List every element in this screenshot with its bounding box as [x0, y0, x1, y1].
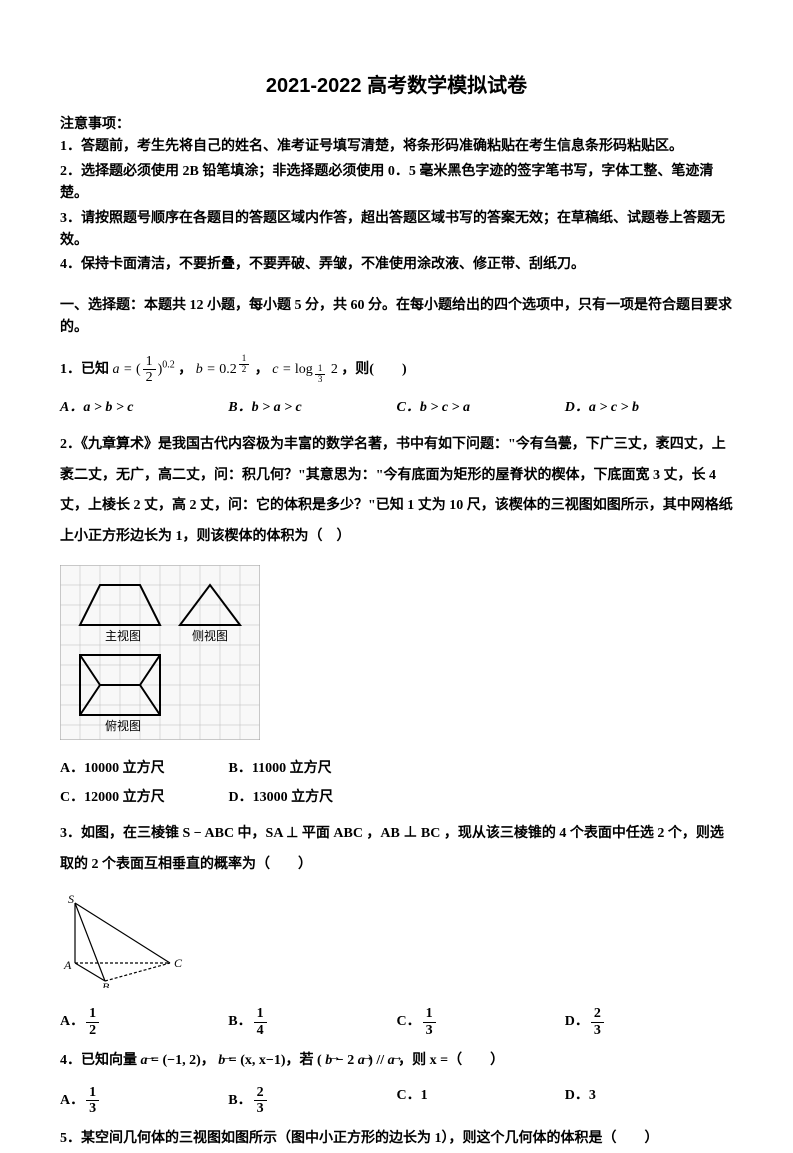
instruction-item: 2．选择题必须使用 2B 铅笔填涂；非选择题必须使用 0．5 毫米黑色字迹的签字…: [60, 161, 733, 206]
q3-options: A．12 B．14 C．13 D．23: [60, 1006, 733, 1038]
instructions-block: 注意事项： 1．答题前，考生先将自己的姓名、准考证号填写清楚，将条形码准确粘贴在…: [60, 114, 733, 277]
vertex-s: S: [68, 893, 74, 906]
question-3: 3．如图，在三棱锥 S − ABC 中，SA ⊥ 平面 ABC ，AB ⊥ BC…: [60, 819, 733, 881]
q4-option-a: A．13: [60, 1085, 228, 1117]
q1-option-c: C．b > c > a: [397, 397, 565, 419]
q2-option-a: A．10000 立方尺: [60, 758, 225, 780]
instruction-item: 4．保持卡面清洁，不要折叠，不要弄破、弄皱，不准使用涂改液、修正带、刮纸刀。: [60, 254, 733, 276]
q2-option-d: D．13000 立方尺: [229, 787, 394, 809]
q3-option-c: C．13: [397, 1006, 565, 1038]
front-view-label: 主视图: [105, 628, 141, 643]
q4-options: A．13 B．23 C．1 D．3: [60, 1085, 733, 1117]
question-2: 2．《九章算术》是我国古代内容极为丰富的数学名著，书中有如下问题："今有刍甍，下…: [60, 430, 733, 553]
section-header: 一、选择题：本题共 12 小题，每小题 5 分，共 60 分。在每小题给出的四个…: [60, 295, 733, 340]
q3-option-a: A．12: [60, 1006, 228, 1038]
side-view-label: 侧视图: [192, 628, 228, 643]
three-view-diagram: 主视图 侧视图 俯视图: [60, 565, 260, 740]
q1-option-d: D．a > c > b: [565, 397, 733, 419]
q2-options: A．10000 立方尺 B．11000 立方尺 C．12000 立方尺 D．13…: [60, 758, 733, 809]
tetrahedron-diagram: S A B C: [60, 893, 190, 988]
instruction-item: 3．请按照题号顺序在各题目的答题区域内作答，超出答题区域书写的答案无效；在草稿纸…: [60, 208, 733, 253]
q1-option-a: A．a > b > c: [60, 397, 228, 419]
q1-formula-c: c =: [272, 362, 295, 377]
question-5: 5．某空间几何体的三视图如图所示（图中小正方形的边长为 1），则这个几何体的体积…: [60, 1126, 733, 1153]
q4-option-d: D．3: [565, 1085, 733, 1117]
top-view-label: 俯视图: [105, 718, 141, 733]
q4-prefix: 4．已知向量: [60, 1053, 137, 1068]
q3-option-b: B．14: [228, 1006, 396, 1038]
instruction-item: 1．答题前，考生先将自己的姓名、准考证号填写清楚，将条形码准确粘贴在考生信息条形…: [60, 136, 733, 158]
q2-option-b: B．11000 立方尺: [229, 758, 394, 780]
q4-option-c: C．1: [397, 1085, 565, 1117]
instructions-header: 注意事项：: [60, 114, 733, 136]
q4-option-b: B．23: [228, 1085, 396, 1117]
vertex-c: C: [174, 956, 183, 970]
q1-suffix: ，则( ): [341, 362, 406, 377]
question-4: 4．已知向量 →a = (−1, 2)， →b = (x, x−1)，若 ( →…: [60, 1048, 733, 1075]
q3-option-d: D．23: [565, 1006, 733, 1038]
page-title: 2021-2022 高考数学模拟试卷: [60, 70, 733, 102]
q1-option-b: B．b > a > c: [228, 397, 396, 419]
q3-figure: S A B C: [60, 893, 733, 996]
q1-prefix: 1．已知: [60, 362, 109, 377]
question-1: 1．已知 a = (12)0.2 ， b = 0.212 ， c = log13…: [60, 354, 733, 386]
q2-option-c: C．12000 立方尺: [60, 787, 225, 809]
q1-formula-b: b =: [196, 362, 219, 377]
q1-options: A．a > b > c B．b > a > c C．b > c > a D．a …: [60, 397, 733, 419]
q1-formula-a: a =: [113, 362, 136, 377]
vertex-a: A: [63, 958, 72, 972]
vertex-b: B: [102, 980, 110, 988]
q2-figure: 主视图 侧视图 俯视图: [60, 565, 733, 748]
